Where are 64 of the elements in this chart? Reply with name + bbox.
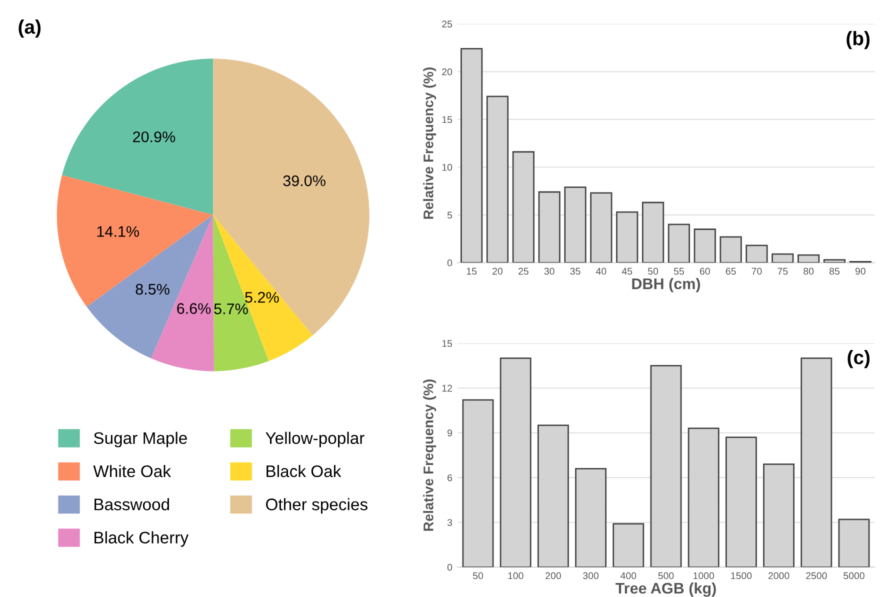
x-tick-label: 20 [492,268,503,275]
data-label: 5.2% [245,292,279,303]
x-tick-label: 30 [544,268,554,275]
x-tick-label: 100 [508,572,524,580]
y-tick-label: 12 [442,384,452,392]
x-axis-title: Tree AGB (kg) [616,582,716,597]
y-tick-label: 15 [442,116,452,124]
x-tick-label: 90 [855,268,866,275]
annotation: (c) [848,350,870,368]
data-label: 39.0% [283,175,326,186]
legend-label: Basswood [94,498,170,510]
x-tick-label: 65 [726,268,736,275]
y-tick-label: 0 [447,259,452,266]
legend-label: Yellow-poplar [266,432,364,448]
legend-label: Black Oak [266,464,342,478]
y-tick-label: 0 [447,564,452,571]
x-tick-label: 70 [752,268,762,275]
x-tick-label: 45 [622,268,632,275]
x-tick-label: 15 [466,268,477,275]
y-axis-title: Relative Frequency (%) [423,379,436,531]
data-label: 8.5% [136,284,170,295]
x-tick-label: 50 [472,572,484,580]
legend-label: Sugar Maple [94,432,187,448]
x-tick-label: 1000 [694,572,714,580]
y-tick-label: 3 [447,519,452,526]
y-tick-label: 6 [448,474,452,482]
x-tick-label: 2500 [806,572,827,580]
y-tick-label: 5 [447,212,452,219]
x-tick-label: 25 [518,268,528,275]
x-tick-label: 50 [648,268,658,275]
legend-label: Black Cherry [94,531,189,547]
x-tick-label: 85 [830,268,840,275]
legend-label: Other species [266,498,368,514]
annotation: (b) [846,31,870,50]
x-tick-label: 40 [596,268,606,275]
x-tick-label: 35 [570,268,580,275]
data-label: 6.6% [177,303,211,314]
pie-slice [213,214,313,361]
pie-slice [213,58,370,336]
pie-slice [86,214,214,358]
y-axis-title: Relative Frequency (%) [423,68,436,219]
x-tick-label: 500 [658,572,674,580]
x-tick-label: 200 [546,572,561,580]
x-tick-label: 300 [583,572,599,580]
legend-label: White Oak [93,464,172,478]
y-tick-label: 25 [442,20,452,28]
x-tick-label: 5000 [844,572,864,580]
data-label: 5.7% [214,304,248,314]
x-tick-label: 75 [778,268,788,275]
x-tick-label: 60 [700,268,710,275]
y-tick-label: 20 [442,68,452,76]
y-tick-label: 9 [448,430,452,436]
x-tick-label: 80 [804,268,814,275]
text: (a) [18,20,41,38]
x-tick-label: 2000 [768,572,790,580]
y-tick-label: 15 [442,340,452,347]
x-tick-label: 1500 [731,572,752,580]
x-tick-label: 400 [620,572,636,580]
data-label: 14.1% [97,226,139,237]
data-label: 20.9% [133,131,176,142]
y-tick-label: 10 [442,164,452,171]
x-axis-title: DBH (cm) [632,278,700,292]
x-tick-label: 55 [674,268,684,275]
pie-slice [62,58,214,215]
